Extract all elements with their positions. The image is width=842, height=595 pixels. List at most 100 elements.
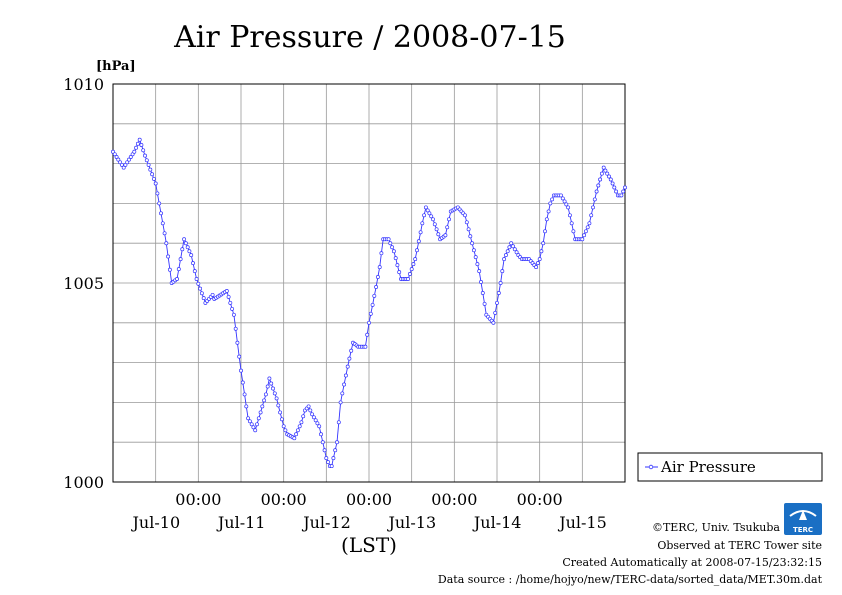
data-point: [310, 412, 315, 417]
data-point: [201, 296, 206, 301]
y-axis-unit: [hPa]: [96, 59, 136, 74]
data-point: [187, 249, 192, 254]
logo-text: TERC: [793, 526, 813, 534]
data-point: [128, 155, 133, 159]
data-point: [329, 464, 334, 469]
data-point: [322, 448, 327, 453]
data-point: [123, 162, 128, 167]
data-point: [178, 257, 183, 262]
data-point: [247, 419, 252, 424]
data-point: [226, 294, 231, 299]
y-axis: 1010 1005 1000: [63, 75, 104, 492]
data-point: [514, 250, 519, 255]
grid: [113, 84, 625, 482]
footer-copyright: ©TERC, Univ. Tsukuba: [652, 521, 780, 534]
data-point: [338, 400, 343, 405]
data-point: [585, 225, 590, 230]
data-point: [281, 424, 286, 429]
footer-observed: Observed at TERC Tower site: [657, 539, 822, 552]
data-point: [470, 241, 475, 246]
data-point: [228, 300, 233, 305]
data-point: [534, 265, 539, 270]
data-point: [390, 245, 395, 250]
data-point: [559, 193, 563, 198]
data-point: [263, 392, 268, 397]
data-point: [466, 227, 471, 232]
data-point: [546, 209, 551, 214]
data-point: [292, 436, 297, 441]
data-point: [429, 214, 434, 219]
data-point: [162, 231, 167, 236]
data-point: [375, 275, 380, 279]
data-point: [112, 152, 117, 157]
data-point: [601, 165, 606, 170]
x-tick-date: Jul-15: [557, 513, 607, 532]
data-point: [548, 201, 553, 206]
data-point: [610, 181, 615, 186]
footer-created: Created Automatically at 2008-07-15/23:3…: [562, 556, 822, 569]
data-point: [308, 408, 313, 413]
legend-label: Air Pressure: [660, 458, 756, 476]
data-point: [258, 410, 263, 415]
data-point: [502, 257, 507, 262]
data-point: [230, 306, 235, 311]
data-point: [537, 257, 542, 262]
data-point: [144, 158, 149, 163]
data-point: [141, 148, 146, 153]
data-point: [299, 420, 304, 425]
data-point: [541, 241, 546, 246]
data-point: [500, 269, 505, 274]
data-point: [598, 177, 603, 182]
data-point: [594, 189, 599, 194]
data-point: [562, 199, 567, 204]
data-point: [342, 382, 347, 387]
data-point: [176, 267, 181, 272]
data-point: [445, 225, 450, 230]
data-point: [343, 373, 348, 378]
data-point: [283, 428, 288, 433]
data-point: [596, 183, 601, 188]
data-point: [130, 152, 135, 157]
data-point: [420, 221, 425, 226]
data-point: [246, 416, 251, 421]
data-point: [189, 253, 194, 258]
data-point: [235, 340, 240, 345]
data-point: [599, 171, 604, 176]
data-point: [409, 267, 414, 272]
data-point: [413, 257, 418, 262]
data-point: [411, 262, 416, 267]
data-point: [143, 153, 147, 158]
data-point: [471, 248, 476, 253]
series-air-pressure: [111, 137, 627, 469]
data-point: [431, 217, 435, 222]
data-point: [473, 255, 478, 260]
data-point: [580, 237, 585, 242]
data-point: [111, 149, 115, 154]
x-tick-time: 00:00: [261, 490, 307, 509]
data-point: [544, 217, 549, 222]
data-point: [319, 432, 323, 437]
legend: Air Pressure: [637, 452, 823, 482]
data-point: [340, 391, 345, 396]
data-point: [605, 171, 610, 176]
data-point: [464, 220, 469, 225]
data-point: [377, 265, 382, 270]
data-point: [272, 391, 277, 396]
data-point: [255, 422, 259, 427]
data-point: [432, 222, 437, 227]
plot-frame: [112, 83, 626, 483]
data-point: [331, 456, 336, 461]
data-point: [347, 356, 352, 361]
data-point: [395, 263, 400, 268]
data-point: [182, 237, 187, 242]
y-tick-label: 1000: [63, 473, 104, 492]
data-point: [608, 177, 613, 182]
data-point: [495, 300, 499, 305]
data-point: [587, 221, 592, 226]
data-point: [249, 422, 254, 427]
data-point: [269, 381, 274, 386]
data-point: [194, 277, 199, 281]
data-point: [623, 185, 627, 190]
terc-logo: TERC: [784, 503, 822, 535]
data-point: [127, 157, 131, 162]
